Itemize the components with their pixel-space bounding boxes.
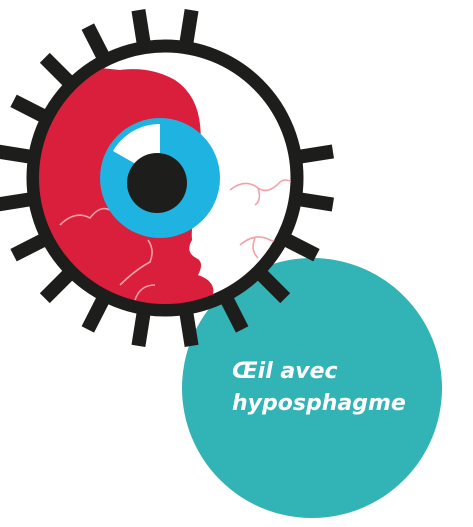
page: {"label": {"lines": ["Œil avec", "hyposp… [0,0,473,527]
caption-line: Œil avec [232,359,338,384]
pupil [127,153,187,213]
illustration: Œil avec hyposphagme [0,0,473,527]
caption-line: hyposphagme [232,391,406,416]
